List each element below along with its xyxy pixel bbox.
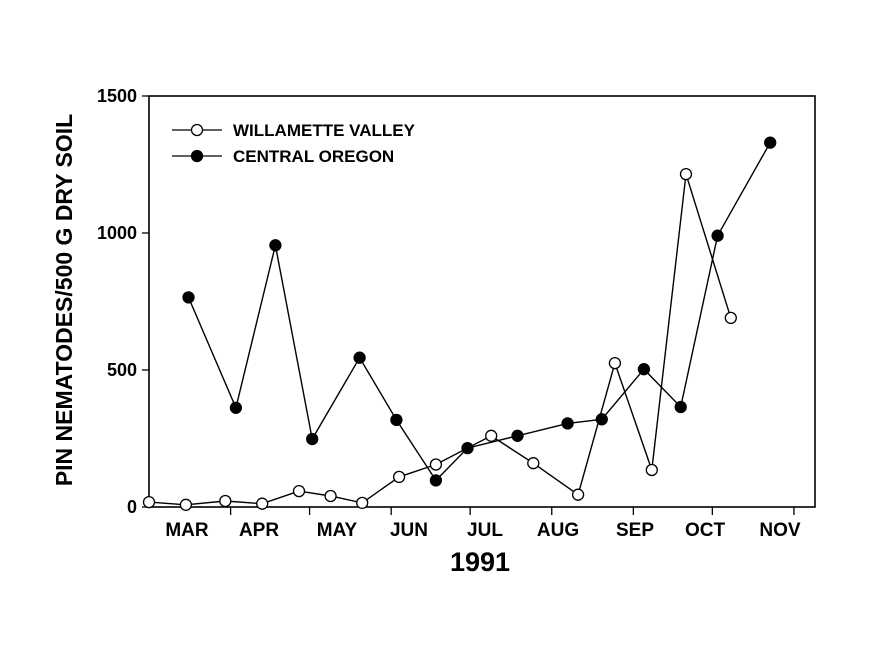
y-tick-label: 500 xyxy=(107,360,137,380)
data-point xyxy=(392,470,406,484)
data-point xyxy=(674,400,687,414)
axes xyxy=(148,95,816,508)
data-point xyxy=(511,429,524,442)
data-point xyxy=(179,498,193,511)
x-tick-label: OCT xyxy=(685,520,726,541)
x-axis-title: 1991 xyxy=(450,547,510,577)
series-layer xyxy=(142,136,777,511)
data-point xyxy=(390,413,403,427)
data-point xyxy=(256,497,269,510)
plot-frame xyxy=(148,95,816,508)
data-point xyxy=(527,457,540,470)
data-point xyxy=(571,488,585,501)
series-willamette-valley xyxy=(142,167,737,511)
y-axis-ticks: 0 500 1000 1500 xyxy=(97,86,149,517)
x-tick-label: MAR xyxy=(165,520,209,541)
data-point xyxy=(292,484,306,498)
series-line xyxy=(187,142,771,482)
x-tick-label: SEP xyxy=(616,520,654,541)
data-point xyxy=(306,432,319,446)
data-point xyxy=(485,429,498,442)
data-point xyxy=(429,474,443,487)
data-point xyxy=(679,167,693,181)
data-point xyxy=(356,496,369,510)
y-tick-label: 1500 xyxy=(97,86,137,106)
data-point xyxy=(219,494,232,508)
data-point xyxy=(229,401,243,414)
data-point xyxy=(142,495,156,509)
y-axis-title: PIN NEMATODES/500 G DRY SOIL xyxy=(51,114,77,486)
x-axis-ticks: MAR APR MAY JUN JUL AUG SEP OCT NOV xyxy=(165,507,801,541)
data-point xyxy=(353,351,366,364)
x-tick-label: AUG xyxy=(537,520,579,541)
x-tick-label: MAY xyxy=(317,520,358,541)
y-tick-label: 0 xyxy=(127,497,137,517)
data-point xyxy=(764,136,777,149)
data-point xyxy=(324,489,337,503)
y-tick-label: 1000 xyxy=(97,223,137,243)
data-point xyxy=(637,363,651,376)
series-line xyxy=(148,173,732,506)
data-point xyxy=(724,311,737,325)
legend-label-willamette: WILLAMETTE VALLEY xyxy=(233,121,416,140)
series-central-oregon xyxy=(182,136,777,487)
data-point xyxy=(269,239,282,252)
data-point xyxy=(429,458,443,471)
x-tick-label: JUL xyxy=(467,520,503,541)
data-point xyxy=(711,229,724,242)
legend-label-central-oregon: CENTRAL OREGON xyxy=(233,147,394,166)
x-tick-label: NOV xyxy=(759,520,801,541)
legend: WILLAMETTE VALLEY CENTRAL OREGON xyxy=(172,121,416,166)
data-point xyxy=(182,291,195,304)
data-point xyxy=(561,417,574,430)
legend-marker-willamette xyxy=(190,123,204,137)
data-point xyxy=(608,356,622,370)
data-point xyxy=(645,463,658,477)
data-point xyxy=(595,413,608,426)
x-tick-label: JUN xyxy=(390,520,428,541)
x-tick-label: APR xyxy=(239,520,279,541)
legend-marker-central-oregon xyxy=(190,149,204,163)
data-point xyxy=(461,441,474,455)
